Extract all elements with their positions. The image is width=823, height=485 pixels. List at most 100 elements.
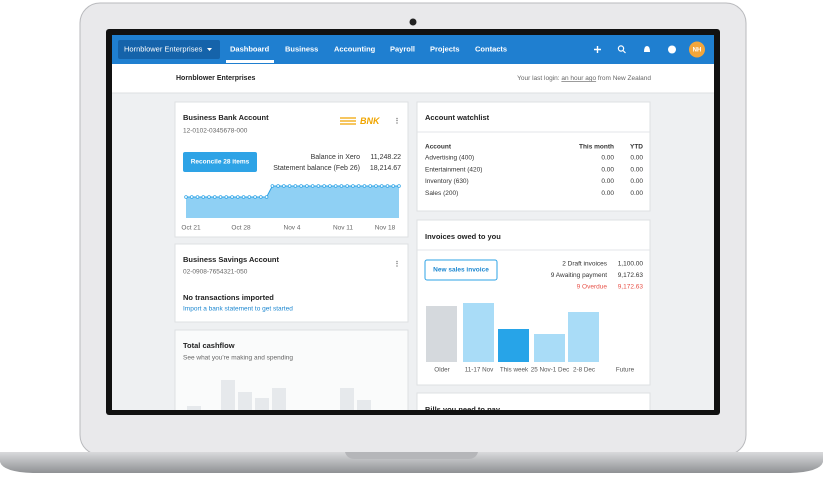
org-title: Hornblower Enterprises <box>176 75 255 82</box>
point <box>356 184 361 188</box>
bills-card <box>416 392 651 410</box>
cashflow-subtitle: See what you're making and spending <box>183 355 293 362</box>
x-label: Older <box>434 367 449 374</box>
summary-label: 9 Overdue <box>577 284 608 291</box>
bar <box>255 398 269 410</box>
bank-logo-mark <box>340 117 356 125</box>
x-label: Nov 11 <box>333 225 353 232</box>
point <box>362 184 367 188</box>
point <box>345 184 349 188</box>
point <box>218 195 223 199</box>
last-login: Your last login: an hour ago from New Ze… <box>517 75 651 82</box>
avatar[interactable] <box>689 41 705 58</box>
summary-value: 9,172.63 <box>618 272 644 279</box>
column-header: Account <box>425 144 452 151</box>
cashflow-card <box>174 329 409 410</box>
login-suffix: from New Zealand <box>598 75 651 82</box>
invoices-title: Invoices owed to you <box>425 232 501 241</box>
point <box>351 184 355 188</box>
add-icon[interactable] <box>594 46 601 53</box>
x-label: Nov 18 <box>375 225 396 232</box>
cashflow-chart <box>187 380 371 410</box>
point <box>310 184 315 188</box>
login-link[interactable]: an hour ago <box>561 75 596 82</box>
cell: 0.00 <box>630 166 643 173</box>
bank-chart: Oct 21 Oct 28 Nov 4 Nov 11 Nov 18 <box>181 184 401 232</box>
sub-header <box>112 64 714 93</box>
org-caret <box>207 48 212 51</box>
point <box>374 184 378 188</box>
x-label: Nov 4 <box>284 225 301 232</box>
bar <box>534 334 565 362</box>
bank-logo: BNK <box>360 116 381 126</box>
bar <box>272 388 286 410</box>
area <box>186 186 399 218</box>
nav-item[interactable]: Projects <box>430 44 460 53</box>
reconcile-button[interactable] <box>183 152 257 172</box>
savings-card <box>174 243 409 323</box>
x-label: 25 Nov-1 Dec <box>531 367 570 374</box>
help-icon[interactable] <box>668 45 676 54</box>
point <box>333 184 338 188</box>
nav-item[interactable]: Payroll <box>390 44 415 53</box>
point <box>287 184 292 188</box>
cell: 0.00 <box>601 155 614 162</box>
bills-title: Bills you need to pay <box>425 405 501 414</box>
bar <box>463 303 494 362</box>
nav-item[interactable]: Dashboard <box>230 44 270 53</box>
nav-item[interactable]: Contacts <box>475 44 507 53</box>
invoice-chart: Older 11-17 Nov This week 25 Nov-1 Dec 2-8 D… <box>426 303 635 374</box>
point <box>247 195 252 199</box>
screen: Hornblower Enterprises Dashboard Business… <box>112 35 714 414</box>
balance-label: Statement balance (Feb 26) <box>273 165 360 172</box>
org-switcher[interactable] <box>118 40 220 59</box>
nav-item[interactable]: Accounting <box>334 44 376 53</box>
cell: Entertainment (420) <box>425 166 482 173</box>
savings-number: 02-0908-7654321-050 <box>183 269 248 276</box>
point <box>230 195 234 199</box>
x-label: Oct 28 <box>231 225 251 232</box>
reconcile-label[interactable]: Reconcile 28 items <box>191 159 250 166</box>
avatar-initials[interactable]: NH <box>693 48 702 54</box>
kebab[interactable]: ⋮ <box>394 117 401 125</box>
savings-title: Business Savings Account <box>183 255 280 264</box>
search-icon[interactable] <box>617 45 625 52</box>
org-name[interactable]: Hornblower Enterprises <box>124 44 203 53</box>
point <box>322 184 326 188</box>
cell: 0.00 <box>601 190 614 197</box>
bar <box>498 329 529 362</box>
watchlist-table: Account This month YTD Advertising (400) 0.0… <box>425 144 643 197</box>
point <box>201 195 206 199</box>
cashflow-title: Total cashflow <box>183 341 235 350</box>
balances: Balance in Xero 11,248.22 Statement balanc… <box>273 154 401 172</box>
nav-items: Dashboard Business Accounting Payroll Projec… <box>230 44 507 53</box>
import-link[interactable]: Import a bank statement to get started <box>183 306 293 313</box>
kebab[interactable]: ⋮ <box>394 260 401 268</box>
summary-label: 2 Draft invoices <box>562 261 608 268</box>
point <box>241 195 246 199</box>
point <box>253 195 257 199</box>
point <box>213 195 217 199</box>
nav-item[interactable]: Business <box>285 44 318 53</box>
point <box>368 184 372 188</box>
point <box>190 195 194 199</box>
active-underline <box>226 60 274 63</box>
point <box>391 184 395 188</box>
cell: Sales (200) <box>425 190 458 197</box>
bell-icon[interactable] <box>644 46 650 52</box>
x-label: 11-17 Nov <box>465 367 494 374</box>
point <box>293 184 298 188</box>
laptop-base <box>0 452 823 473</box>
x-label: Oct 21 <box>181 225 201 232</box>
summary-value: 9,172.63 <box>618 284 644 291</box>
point <box>282 184 286 188</box>
cell: 0.00 <box>630 178 643 185</box>
point <box>305 184 309 188</box>
x-label: Future <box>616 367 635 374</box>
base-notch <box>345 452 478 459</box>
new-invoice-label[interactable]: New sales invoice <box>433 267 489 274</box>
bank-number: 12-0102-0345678-000 <box>183 128 248 135</box>
cell: Advertising (400) <box>425 155 474 162</box>
new-invoice-button[interactable] <box>424 259 498 281</box>
